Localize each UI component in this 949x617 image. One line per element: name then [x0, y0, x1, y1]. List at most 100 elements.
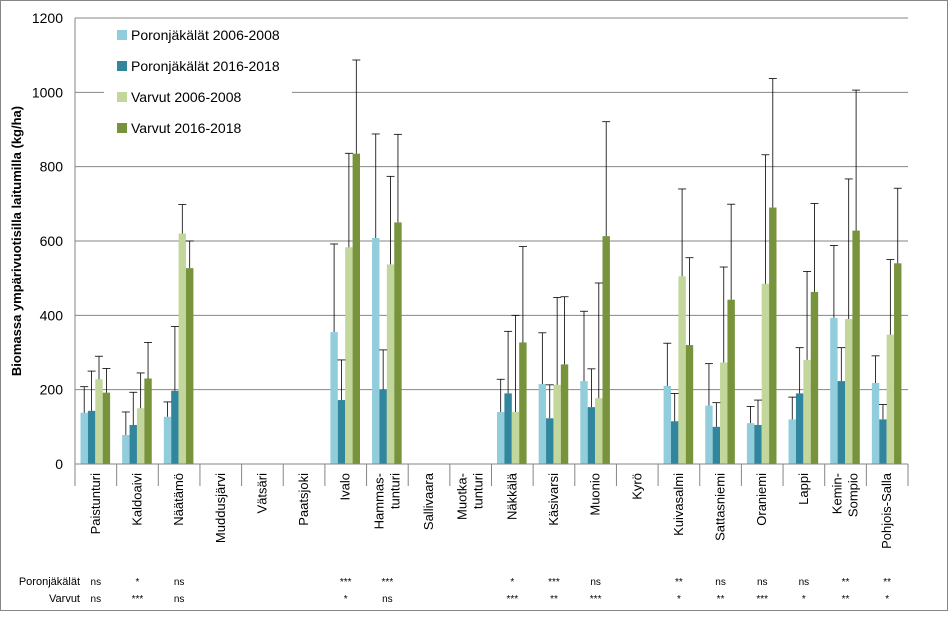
bar: [886, 334, 895, 464]
legend-swatch: [117, 61, 127, 71]
bar: [837, 381, 845, 464]
bar: [102, 392, 111, 464]
significance-mark: **: [842, 577, 850, 588]
bar: [746, 423, 755, 464]
bar: [386, 264, 395, 464]
x-category-label: Käsivarsi: [546, 473, 561, 526]
x-category-label: Paatsjoki: [296, 473, 311, 526]
bar: [136, 408, 145, 464]
bar: [560, 364, 569, 464]
x-category-label-line: Näätämö: [171, 473, 186, 526]
significance-mark: ***: [548, 577, 560, 588]
significance-mark: ***: [756, 594, 768, 605]
x-category-label: Hammas-tunturi: [371, 473, 402, 529]
x-category-label-line: Kyrö: [629, 473, 644, 500]
bar: [345, 247, 353, 464]
bar: [810, 291, 819, 464]
bar: [163, 416, 172, 464]
significance-mark: ***: [132, 594, 144, 605]
significance-mark: ns: [91, 594, 102, 605]
x-category-label-line: Ivalo: [338, 473, 353, 500]
significance-mark: **: [550, 594, 558, 605]
x-category-label-line: Oraniemi: [754, 473, 769, 526]
legend-box: [104, 23, 292, 141]
x-category-label: Sallivaara: [421, 472, 436, 530]
bar: [845, 319, 853, 464]
x-category-label: Paistunturi: [88, 473, 103, 535]
bar: [671, 421, 679, 464]
x-category-label-line: Paistunturi: [88, 473, 103, 535]
x-category-label: Oraniemi: [754, 473, 769, 526]
legend-swatch: [117, 30, 127, 40]
bar: [538, 384, 547, 464]
bar: [511, 411, 520, 464]
bar: [894, 263, 902, 464]
significance-mark: *: [802, 594, 806, 605]
x-category-label-line: Sattasniemi: [713, 473, 728, 541]
bar: [129, 424, 137, 464]
x-category-label-line: tunturi: [387, 473, 402, 509]
bar: [330, 332, 338, 464]
x-category-label: Näätämö: [171, 473, 186, 526]
bar: [553, 384, 561, 464]
x-category-label-line: Sompio: [846, 473, 861, 517]
significance-mark: *: [344, 594, 348, 605]
bar: [663, 385, 671, 464]
bar: [720, 362, 728, 464]
bar: [394, 222, 402, 464]
y-tick-label: 1200: [32, 10, 63, 26]
significance-row-label: Poronjäkälät: [19, 576, 80, 588]
significance-mark: ns: [715, 577, 726, 588]
x-category-label: Vätsäri: [254, 473, 269, 514]
significance-mark: *: [885, 594, 889, 605]
bar: [712, 426, 721, 464]
bar: [178, 233, 186, 464]
x-category-label-line: Näkkälä: [504, 472, 519, 520]
y-tick-label: 800: [40, 159, 64, 175]
y-axis-title: Biomassa ympärivuotisilla laitumilla (kg…: [9, 106, 24, 376]
x-category-label-line: Kemin-: [830, 473, 845, 514]
bar: [852, 230, 860, 464]
bar: [871, 382, 880, 464]
bar: [754, 424, 762, 464]
x-category-label: Muddusjärvi: [213, 473, 228, 543]
significance-mark: ns: [91, 577, 102, 588]
x-category-label: Näkkälä: [504, 472, 519, 520]
bar: [580, 381, 588, 464]
legend-label: Varvut 2016-2018: [131, 120, 241, 136]
bar: [122, 435, 130, 464]
significance-mark: *: [136, 577, 140, 588]
bar: [546, 418, 554, 464]
significance-mark: ns: [174, 577, 185, 588]
x-category-label-line: Kaldoaivi: [129, 473, 144, 526]
legend-swatch: [117, 92, 127, 102]
bar: [186, 268, 194, 464]
bar: [95, 379, 103, 464]
significance-mark: **: [883, 577, 891, 588]
bar: [497, 411, 505, 464]
bar: [337, 400, 346, 464]
y-tick-label: 1000: [32, 84, 63, 100]
x-category-label-line: Muotka-: [455, 473, 470, 520]
bar: [678, 276, 686, 464]
x-category-label-line: Paatsjoki: [296, 473, 311, 526]
x-category-label-line: Pohjois-Salla: [879, 472, 894, 549]
significance-mark: **: [842, 594, 850, 605]
x-category-label: Sattasniemi: [713, 473, 728, 541]
bar: [587, 407, 596, 464]
significance-mark: **: [717, 594, 725, 605]
x-category-label-line: Lappi: [796, 473, 811, 505]
x-category-label: Kyrö: [629, 473, 644, 500]
x-category-label: Ivalo: [338, 473, 353, 500]
bar: [685, 345, 694, 464]
significance-mark: ***: [340, 577, 352, 588]
bar: [87, 410, 96, 464]
bar: [379, 389, 387, 464]
legend-label: Varvut 2006-2008: [131, 89, 241, 105]
bar: [788, 419, 796, 464]
bar: [80, 412, 88, 464]
x-category-label: Kaldoaivi: [129, 473, 144, 526]
bar: [803, 359, 811, 464]
x-category-label-line: Vätsäri: [254, 473, 269, 514]
